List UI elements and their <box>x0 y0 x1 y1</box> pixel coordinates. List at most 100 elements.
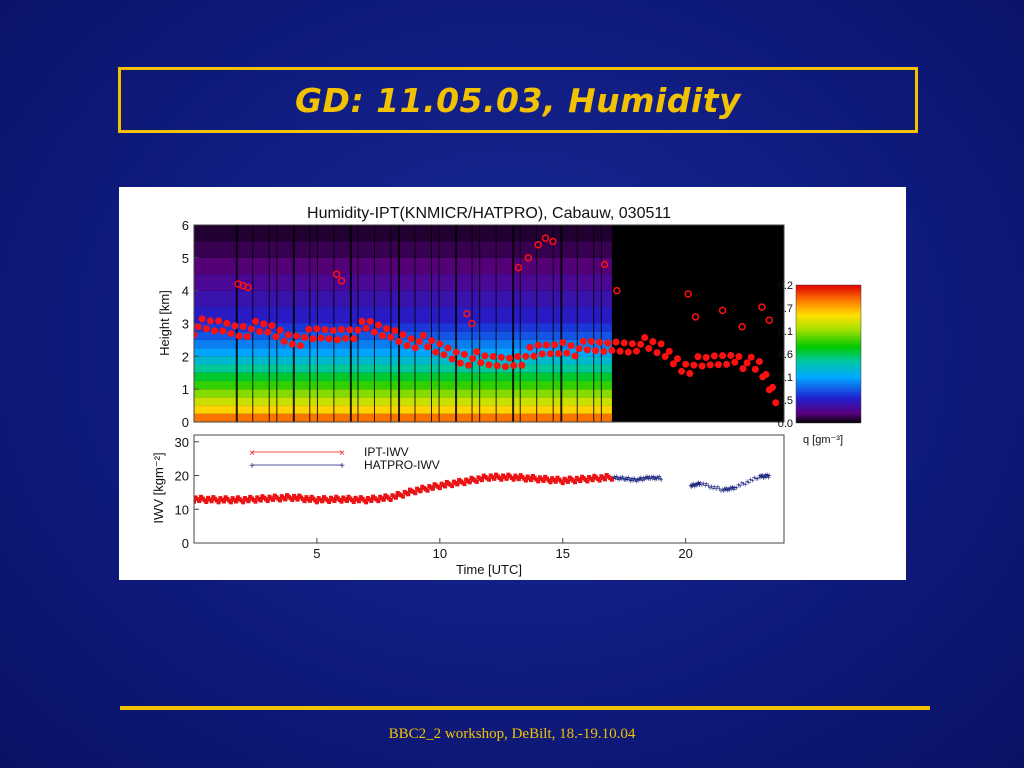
heatmap-band <box>194 389 612 398</box>
footer-text: BBC2_2 workshop, DeBilt, 18.-19.10.04 <box>388 726 636 742</box>
boundary-layer-point <box>673 355 681 363</box>
boundary-layer-point <box>374 321 382 329</box>
ipt-iwv-point <box>327 499 332 504</box>
ipt-iwv-point <box>307 498 312 503</box>
boundary-layer-point <box>292 332 300 340</box>
ipt-iwv-point <box>320 499 325 504</box>
heatmap-y-axis: 0 1 2 3 4 5 6 <box>182 218 199 430</box>
heatmap-y-tick-label: 6 <box>182 218 189 233</box>
cloud-base-point <box>468 319 476 328</box>
hatpro-iwv-point: + <box>738 481 743 490</box>
boundary-layer-point <box>616 347 624 355</box>
boundary-layer-point <box>346 326 354 334</box>
hatpro-iwv-point: + <box>715 483 720 492</box>
boundary-layer-point <box>575 345 583 353</box>
boundary-layer-point <box>702 354 710 362</box>
boundary-layer-point <box>395 337 403 345</box>
hatpro-iwv-point: + <box>763 471 768 480</box>
boundary-layer-point <box>501 363 509 371</box>
boundary-layer-point <box>743 359 751 367</box>
legend-marker-hatpro-left: + <box>249 461 255 472</box>
hatpro-iwv-point: + <box>629 474 634 483</box>
ipt-iwv-point <box>302 499 307 504</box>
hatpro-iwv-point: + <box>700 480 705 489</box>
boundary-layer-point <box>735 353 743 361</box>
hatpro-iwv-point: + <box>617 473 622 482</box>
hatpro-iwv-point: + <box>653 473 658 482</box>
ipt-iwv-point <box>474 479 479 484</box>
boundary-layer-point <box>587 337 595 345</box>
ipt-iwv-point <box>553 479 558 484</box>
cloud-base-point <box>463 309 471 318</box>
iwv-y-tick-label: 20 <box>175 469 189 484</box>
boundary-layer-point <box>682 360 690 368</box>
ipt-iwv-point <box>479 478 484 483</box>
ipt-iwv-point <box>357 499 362 504</box>
boundary-layer-point <box>444 344 452 352</box>
ipt-iwv-point <box>228 500 233 505</box>
hatpro-iwv-point: + <box>696 478 701 487</box>
hatpro-iwv-point: + <box>726 484 731 493</box>
hatpro-iwv-point: + <box>745 477 750 486</box>
hatpro-iwv-point: + <box>731 484 736 493</box>
boundary-layer-point <box>604 339 612 347</box>
boundary-layer-point <box>596 338 604 346</box>
ipt-iwv-point <box>566 479 571 484</box>
hatpro-iwv-point: + <box>720 485 725 494</box>
hatpro-iwv-point: + <box>767 471 772 480</box>
cloud-base-point <box>684 290 692 298</box>
legend-marker-hatpro-right: + <box>339 461 345 472</box>
boundary-layer-point <box>493 362 501 370</box>
boundary-layer-point <box>657 340 665 348</box>
boundary-layer-point <box>309 335 317 343</box>
heatmap-y-tick-label: 3 <box>182 317 189 332</box>
heatmap-band <box>194 397 612 406</box>
hatpro-iwv-point: + <box>727 485 732 494</box>
hatpro-iwv-point: + <box>728 483 733 492</box>
heatmap-gap-stripe <box>455 225 458 422</box>
cloud-base-point <box>691 313 700 321</box>
hatpro-iwv-point: + <box>747 478 752 487</box>
hatpro-iwv-point: + <box>701 479 706 488</box>
ipt-iwv-point <box>197 498 202 503</box>
cloud-base-point <box>738 323 746 331</box>
boundary-layer-point <box>338 325 345 333</box>
boundary-layer-point <box>399 331 407 339</box>
hatpro-iwv-point: + <box>625 475 630 484</box>
ipt-iwv-point <box>413 491 418 496</box>
cloud-base-point <box>613 286 621 295</box>
boundary-layer-point <box>608 346 616 354</box>
slide-title-box: GD: 11.05.03, Humidity <box>118 67 918 133</box>
ipt-iwv-point <box>425 488 430 493</box>
hatpro-iwv-point: + <box>692 482 697 491</box>
hatpro-iwv-point: + <box>648 474 653 483</box>
ipt-iwv-point <box>364 500 369 505</box>
ipt-iwv-point <box>430 486 435 491</box>
hatpro-iwv-point: + <box>624 475 629 484</box>
boundary-layer-point <box>284 331 292 339</box>
hatpro-iwv-point: + <box>626 473 631 482</box>
heatmap-gap-stripe <box>316 225 318 422</box>
hatpro-iwv-point: + <box>759 473 764 482</box>
hatpro-iwv-point: + <box>614 472 619 481</box>
boundary-layer-point <box>518 361 526 369</box>
boundary-layer-point <box>342 334 350 342</box>
cloud-base-point <box>549 237 557 246</box>
hatpro-iwv-point: + <box>736 481 741 490</box>
hatpro-iwv-point: + <box>622 476 627 485</box>
heatmap-gap-stripe <box>593 225 595 422</box>
hatpro-iwv-point: + <box>634 477 639 486</box>
boundary-layer-point <box>555 349 563 357</box>
hatpro-iwv-point: + <box>758 471 763 480</box>
boundary-layer-point <box>620 339 628 347</box>
ipt-iwv-point <box>504 476 509 481</box>
iwv-x-tick-label: 20 <box>678 546 692 561</box>
boundary-layer-point <box>665 347 673 355</box>
boundary-layer-point <box>633 347 640 355</box>
hatpro-iwv-point: + <box>761 472 766 481</box>
hatpro-iwv-point: + <box>711 484 716 493</box>
hatpro-iwv-point: + <box>618 473 623 482</box>
boundary-layer-point <box>579 337 587 345</box>
ipt-iwv-point <box>295 497 300 502</box>
hatpro-iwv-point: + <box>658 474 663 483</box>
